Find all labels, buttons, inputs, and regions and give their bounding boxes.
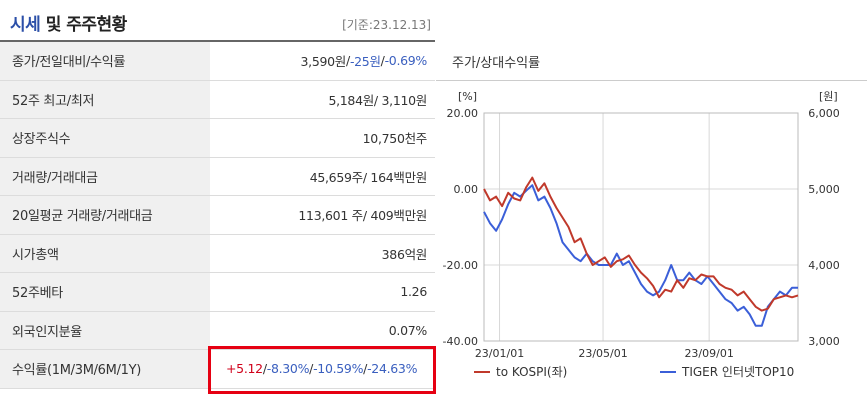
row-value-volume: 45,659주/ 164백만원 — [309, 169, 428, 185]
row-label-20d-avg-volume: 20일평균 거래량/거래대금 — [0, 196, 210, 234]
left-axis-tick-label: -20.00 — [443, 259, 478, 272]
return-6m: -10.59% — [313, 361, 364, 377]
table-row: 시가총액 386억원 — [0, 234, 435, 273]
left-axis-tick-label: 0.00 — [454, 183, 479, 196]
section-header: 시세 및 주주현황 [기준:23.12.13] — [0, 0, 435, 40]
section-title: 시세 및 주주현황 — [10, 10, 127, 35]
row-label-foreign-ownership: 외국인지분율 — [0, 311, 210, 349]
table-row: 외국인지분율 0.07% — [0, 311, 435, 350]
left-axis-unit: [%] — [458, 90, 477, 103]
row-label-volume: 거래량/거래대금 — [0, 157, 210, 195]
price-change-rate: -0.69% — [384, 53, 428, 69]
table-row: 52주 최고/최저 5,184원/ 3,110원 — [0, 80, 435, 119]
row-value-foreign-ownership: 0.07% — [388, 322, 428, 338]
x-axis-tick-label: 23/05/01 — [578, 347, 627, 360]
return-1y: -24.63% — [367, 361, 418, 377]
x-axis-tick-label: 23/01/01 — [475, 347, 524, 360]
row-value-20d-avg-volume: 113,601 주/ 409백만원 — [298, 208, 427, 224]
right-axis-tick-label: 3,000 — [808, 335, 840, 348]
return-1m: +5.12 — [226, 361, 263, 377]
row-label-listed-shares: 상장주식수 — [0, 119, 210, 157]
left-axis-tick-label: -40.00 — [443, 335, 478, 348]
chart-panel: 주가/상대수익률 [%] [원] 20.00 0.00 -20.00 -40.00 6… — [436, 40, 867, 390]
stock-info-table: 종가/전일대비/수익률 3,590원 / -25원 / -0.69% 52주 최… — [0, 40, 435, 389]
row-label-52w-high-low: 52주 최고/최저 — [0, 80, 210, 118]
separator: / — [309, 361, 314, 377]
series-line — [483, 176, 799, 312]
row-value-returns: +5.12 / -8.30% / -10.59% / -24.63% — [210, 350, 435, 388]
row-value-listed-shares: 10,750천주 — [362, 131, 428, 147]
row-label-returns: 수익률(1M/3M/6M/1Y) — [0, 350, 210, 388]
table-row: 52주베타 1.26 — [0, 273, 435, 312]
table-row: 상장주식수 10,750천주 — [0, 119, 435, 158]
right-axis-unit: [원] — [819, 90, 838, 103]
row-label-52w-beta: 52주베타 — [0, 273, 210, 311]
chart-title: 주가/상대수익률 — [452, 56, 541, 71]
price-relative-return-chart: [%] [원] 20.00 0.00 -20.00 -40.00 6,000 5,000… — [443, 90, 840, 379]
plot-area-border — [483, 112, 799, 342]
row-value-market-cap: 386억원 — [381, 246, 428, 262]
table-row: 수익률(1M/3M/6M/1Y) +5.12 / -8.30% / -10.59… — [0, 350, 435, 389]
table-row: 거래량/거래대금 45,659주/ 164백만원 — [0, 157, 435, 196]
legend-label: to KOSPI(좌) — [496, 365, 567, 379]
reference-date: [기준:23.12.13] — [342, 18, 431, 32]
right-axis-tick-label: 4,000 — [808, 259, 840, 272]
row-value-close-price: 3,590원 / -25원 / -0.69% — [210, 42, 435, 80]
legend-label: TIGER 인터넷TOP10 — [681, 365, 794, 379]
left-axis-tick-label: 20.00 — [447, 107, 479, 120]
table-row: 종가/전일대비/수익률 3,590원 / -25원 / -0.69% — [0, 42, 435, 81]
section-title-accent: 시세 — [10, 15, 41, 35]
separator: / — [346, 53, 350, 69]
returns-highlight-box — [208, 346, 436, 394]
return-3m: -8.30% — [266, 361, 310, 377]
row-label-market-cap: 시가총액 — [0, 234, 210, 272]
series-line — [483, 184, 798, 327]
separator: / — [363, 361, 368, 377]
price-change: -25원 — [349, 54, 381, 70]
section-title-rest: 및 주주현황 — [40, 15, 128, 35]
row-value-52w-high-low: 5,184원/ 3,110원 — [328, 92, 427, 108]
separator: / — [380, 53, 385, 69]
table-row: 20일평균 거래량/거래대금 113,601 주/ 409백만원 — [0, 196, 435, 235]
x-axis-tick-label: 23/09/01 — [684, 347, 733, 360]
separator: / — [262, 361, 267, 377]
row-value-52w-beta: 1.26 — [400, 284, 427, 300]
right-axis-tick-label: 6,000 — [808, 107, 840, 120]
row-label-close-price: 종가/전일대비/수익률 — [0, 42, 210, 80]
chart-divider — [436, 80, 867, 81]
right-axis-tick-label: 5,000 — [808, 183, 840, 196]
close-price: 3,590원 — [300, 54, 347, 70]
